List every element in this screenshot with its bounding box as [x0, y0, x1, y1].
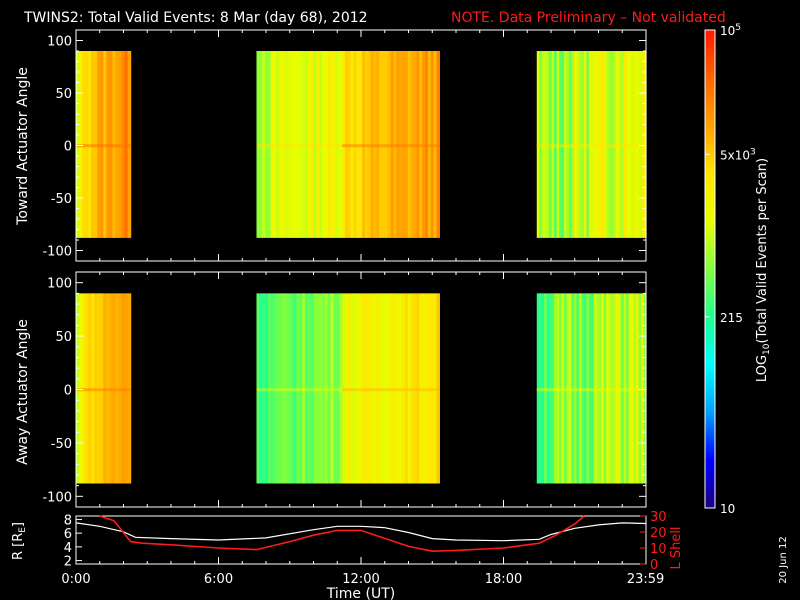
heatmap-center-band [536, 144, 646, 148]
orbit-y2-tick-label: 20 [650, 526, 667, 541]
away-ylabel: Away Actuator Angle [15, 319, 31, 465]
y-tick-label: 100 [47, 277, 72, 292]
colorbar: 105 5x103 215 10 LOG10(Total Valid Events p… [704, 23, 772, 516]
orbit-y-tick-label: 4 [64, 541, 72, 556]
orbit-ylabel: R [RE] [11, 522, 28, 560]
heatmap-center-band [76, 388, 131, 392]
heatmap-center-band [76, 144, 131, 148]
colorbar-tick-label: 215 [720, 311, 743, 325]
time-tick-label: 23:59 [627, 572, 664, 587]
away-panel: 100 50 0 -50 -100 Away Actuator Angle [15, 271, 647, 508]
colorbar-label: LOG10(Total Valid Events per Scan) [755, 158, 772, 382]
colorbar-tick-label: 5x103 [720, 147, 756, 162]
colorbar-tick-label: 105 [720, 23, 741, 38]
time-tick-label: 18:00 [485, 572, 522, 587]
y-tick-label: 50 [55, 87, 72, 102]
orbit-y2label: L Shell [669, 526, 684, 569]
orbit-y-tick-label: 2 [64, 555, 72, 570]
colorbar-tick-label: 10 [720, 502, 735, 516]
colorbar-gradient [705, 30, 715, 508]
date-stamp: 20 Jun 12 [778, 536, 789, 583]
orbit-y2-tick-label: 30 [650, 510, 667, 525]
orbit-y-tick-label: 6 [64, 527, 72, 542]
y-tick-label: 100 [47, 35, 72, 50]
preliminary-note: NOTE. Data Preliminary – Not validated [451, 10, 726, 26]
colorbar-ticks: 105 5x103 215 10 [705, 23, 756, 516]
orbit-y2-tick-label: 0 [650, 558, 658, 573]
y-tick-label: 0 [64, 384, 72, 399]
toward-ylabel: Toward Actuator Angle [15, 67, 31, 226]
y-tick-label: -100 [42, 490, 72, 505]
time-tick-label: 0:00 [61, 572, 90, 587]
orbit-y-tick-label: 8 [64, 513, 72, 528]
orbit-lines [75, 515, 647, 553]
y-tick-label: -50 [51, 192, 72, 207]
time-tick-label: 12:00 [342, 572, 379, 587]
heatmap-center-band [536, 388, 646, 392]
toward-axis: 100 50 0 -50 -100 [42, 30, 647, 261]
time-tick-label: 6:00 [204, 572, 233, 587]
figure-title: TWINS2: Total Valid Events: 8 Mar (day 6… [23, 10, 368, 26]
orbit-y2-tick-label: 10 [650, 542, 667, 557]
time-xlabel: Time (UT) [326, 586, 395, 600]
y-tick-label: -100 [42, 245, 72, 260]
heatmap-center-band [342, 388, 440, 392]
y-tick-label: 50 [55, 330, 72, 345]
toward-heatmap [76, 51, 647, 238]
toward-panel: 100 50 0 -50 -100 Toward Actuator Angle [15, 29, 647, 262]
heatmap-center-band [256, 144, 342, 148]
y-tick-label: 0 [64, 140, 72, 155]
y-tick-label: -50 [51, 437, 72, 452]
away-axis: 100 50 0 -50 -100 [42, 272, 647, 507]
heatmap-center-band [256, 388, 342, 392]
l-shell-line [99, 515, 585, 553]
away-heatmap [76, 293, 647, 484]
heatmap-center-band [342, 144, 440, 148]
radius-line [75, 522, 647, 542]
